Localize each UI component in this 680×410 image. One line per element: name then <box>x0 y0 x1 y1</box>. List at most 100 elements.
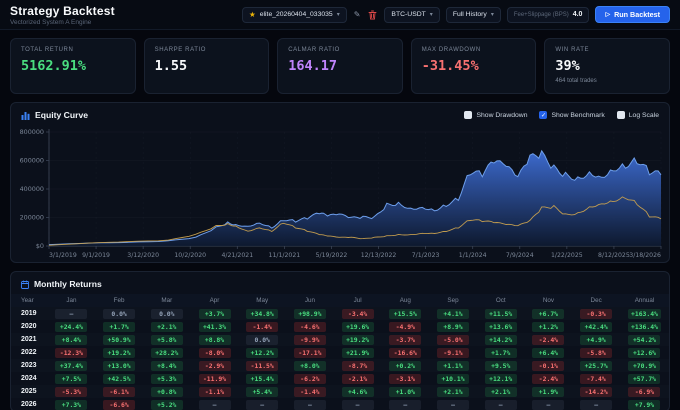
return-badge: +12.6% <box>628 347 661 358</box>
return-badge: -1.4% <box>293 386 326 397</box>
svg-text:200000: 200000 <box>20 214 44 222</box>
return-badge: – <box>532 399 565 410</box>
return-cell: +11.5% <box>477 307 525 320</box>
equity-panel-header: Equity Curve Show Drawdown ✓ Show Benchmar… <box>11 103 669 124</box>
return-cell: -11.9% <box>191 372 239 385</box>
return-badge: -0.3% <box>580 308 613 319</box>
svg-text:5/19/2022: 5/19/2022 <box>316 252 348 259</box>
page-title: Strategy Backtest <box>10 3 115 18</box>
return-badge: +70.9% <box>628 360 661 371</box>
equity-panel-title-text: Equity Curve <box>35 110 89 120</box>
return-badge: +28.2% <box>150 347 183 358</box>
return-badge: +3.7% <box>198 308 231 319</box>
chevron-down-icon: ▾ <box>429 12 433 18</box>
return-cell: – <box>286 398 334 410</box>
toggle-show-benchmark[interactable]: ✓ Show Benchmark <box>539 111 605 119</box>
return-cell: -0.3% <box>572 307 620 320</box>
return-cell: +5.2% <box>143 398 191 410</box>
return-badge: +136.4% <box>628 321 661 332</box>
fee-slippage-field[interactable]: Fee+Slippage (BPS) 4.0 <box>506 6 590 23</box>
return-badge: +11.5% <box>484 308 517 319</box>
chevron-down-icon: ▾ <box>336 12 340 18</box>
return-badge: +42.5% <box>103 373 136 384</box>
return-cell: +163.4% <box>620 307 669 320</box>
return-cell: -1.4% <box>238 320 286 333</box>
return-badge: -5.3% <box>55 386 88 397</box>
equity-chart-svg[interactable]: $0 200000 400000 600000 800000 3/1/2019 9/1/20… <box>11 124 669 260</box>
return-badge: +1.7% <box>484 347 517 358</box>
run-backtest-button[interactable]: ▷ Run Backtest <box>595 6 670 23</box>
return-cell: +2.1% <box>429 385 477 398</box>
checkbox-unchecked-icon[interactable] <box>616 111 625 119</box>
stat-card-max-drawdown: MAX DRAWDOWN -31.45% <box>410 38 537 94</box>
svg-text:1/22/2025: 1/22/2025 <box>551 252 583 259</box>
return-badge: +1.9% <box>532 386 565 397</box>
return-badge: +7.9% <box>628 399 661 410</box>
return-cell: -8.0% <box>191 346 239 359</box>
return-badge: -1.4% <box>246 321 279 332</box>
return-cell: -1.4% <box>286 385 334 398</box>
return-badge: 0.0% <box>103 308 136 319</box>
return-cell: +1.9% <box>525 385 573 398</box>
table-row: 2019– 0.0% 0.0% +3.7% +34.8% +98.9% -3.4% +15.5… <box>11 307 669 320</box>
svg-text:600000: 600000 <box>20 157 44 165</box>
return-cell: +2.1% <box>477 385 525 398</box>
return-badge: – <box>246 399 279 410</box>
stat-card-win-rate: WIN RATE 39% 464 total trades <box>544 38 670 94</box>
checkbox-unchecked-icon[interactable] <box>464 111 473 119</box>
return-cell: +57.7% <box>620 372 669 385</box>
monthly-panel-title: Monthly Returns <box>21 279 102 289</box>
return-badge: +54.2% <box>628 334 661 345</box>
range-select-value: Full History <box>452 11 487 18</box>
stat-label: TOTAL RETURN <box>21 47 74 53</box>
return-cell: -9.1% <box>429 346 477 359</box>
return-cell: -6.6% <box>95 398 143 410</box>
range-select[interactable]: Full History ▾ <box>445 6 501 23</box>
pair-select[interactable]: BTC-USDT ▾ <box>384 6 440 23</box>
return-badge: +19.2% <box>341 334 374 345</box>
chart-toggles: Show Drawdown ✓ Show Benchmark Log Scale <box>464 111 659 119</box>
return-cell: 0.0% <box>95 307 143 320</box>
edit-strategy-button[interactable]: ✎ <box>353 9 362 20</box>
return-badge: -3.4% <box>341 308 374 319</box>
monthly-col-header: Apr <box>190 294 239 307</box>
return-cell: +7.9% <box>620 398 669 410</box>
toggle-log-scale[interactable]: Log Scale <box>616 111 659 119</box>
return-cell: – <box>381 398 429 410</box>
return-badge: -11.9% <box>198 373 231 384</box>
svg-text:$0: $0 <box>36 242 44 250</box>
checkbox-checked-icon[interactable]: ✓ <box>539 111 548 119</box>
strategy-select[interactable]: ★ elite_20260404_033035 ▾ <box>242 6 347 23</box>
return-badge: +42.4% <box>580 321 613 332</box>
pencil-icon: ✎ <box>353 10 361 19</box>
return-badge: +14.2% <box>484 334 517 345</box>
return-badge: -6.9% <box>628 386 661 397</box>
pair-select-value: BTC-USDT <box>391 11 426 18</box>
return-cell: 0.0% <box>238 333 286 346</box>
trash-icon <box>368 10 377 19</box>
year-cell: 2026 <box>21 401 37 408</box>
toggle-show-drawdown[interactable]: Show Drawdown <box>464 111 527 119</box>
header-controls: ★ elite_20260404_033035 ▾ ✎ BTC-USDT ▾ F… <box>242 6 670 23</box>
return-badge: +25.7% <box>580 360 613 371</box>
return-badge: +41.3% <box>198 321 231 332</box>
return-badge: +2.1% <box>150 321 183 332</box>
return-badge: -9.1% <box>437 347 470 358</box>
table-row: 2023 +37.4% +13.0% +8.4% -2.9% -11.5% +8.0% -8.… <box>11 359 669 372</box>
return-cell: -3.7% <box>381 333 429 346</box>
return-cell: +5.4% <box>238 385 286 398</box>
return-cell: +0.2% <box>381 359 429 372</box>
return-badge: -12.3% <box>55 347 88 358</box>
svg-text:4/21/2021: 4/21/2021 <box>221 252 253 259</box>
toggle-label: Log Scale <box>628 111 659 119</box>
return-cell: +19.2% <box>334 333 382 346</box>
return-cell: +2.1% <box>143 320 191 333</box>
return-badge: -1.1% <box>198 386 231 397</box>
delete-strategy-button[interactable] <box>367 9 378 21</box>
return-cell: – <box>525 398 573 410</box>
return-badge: – <box>55 308 88 319</box>
return-badge: +4.1% <box>437 308 470 319</box>
return-badge: +2.1% <box>484 386 517 397</box>
return-badge: -2.1% <box>341 373 374 384</box>
return-cell: +12.6% <box>620 346 669 359</box>
